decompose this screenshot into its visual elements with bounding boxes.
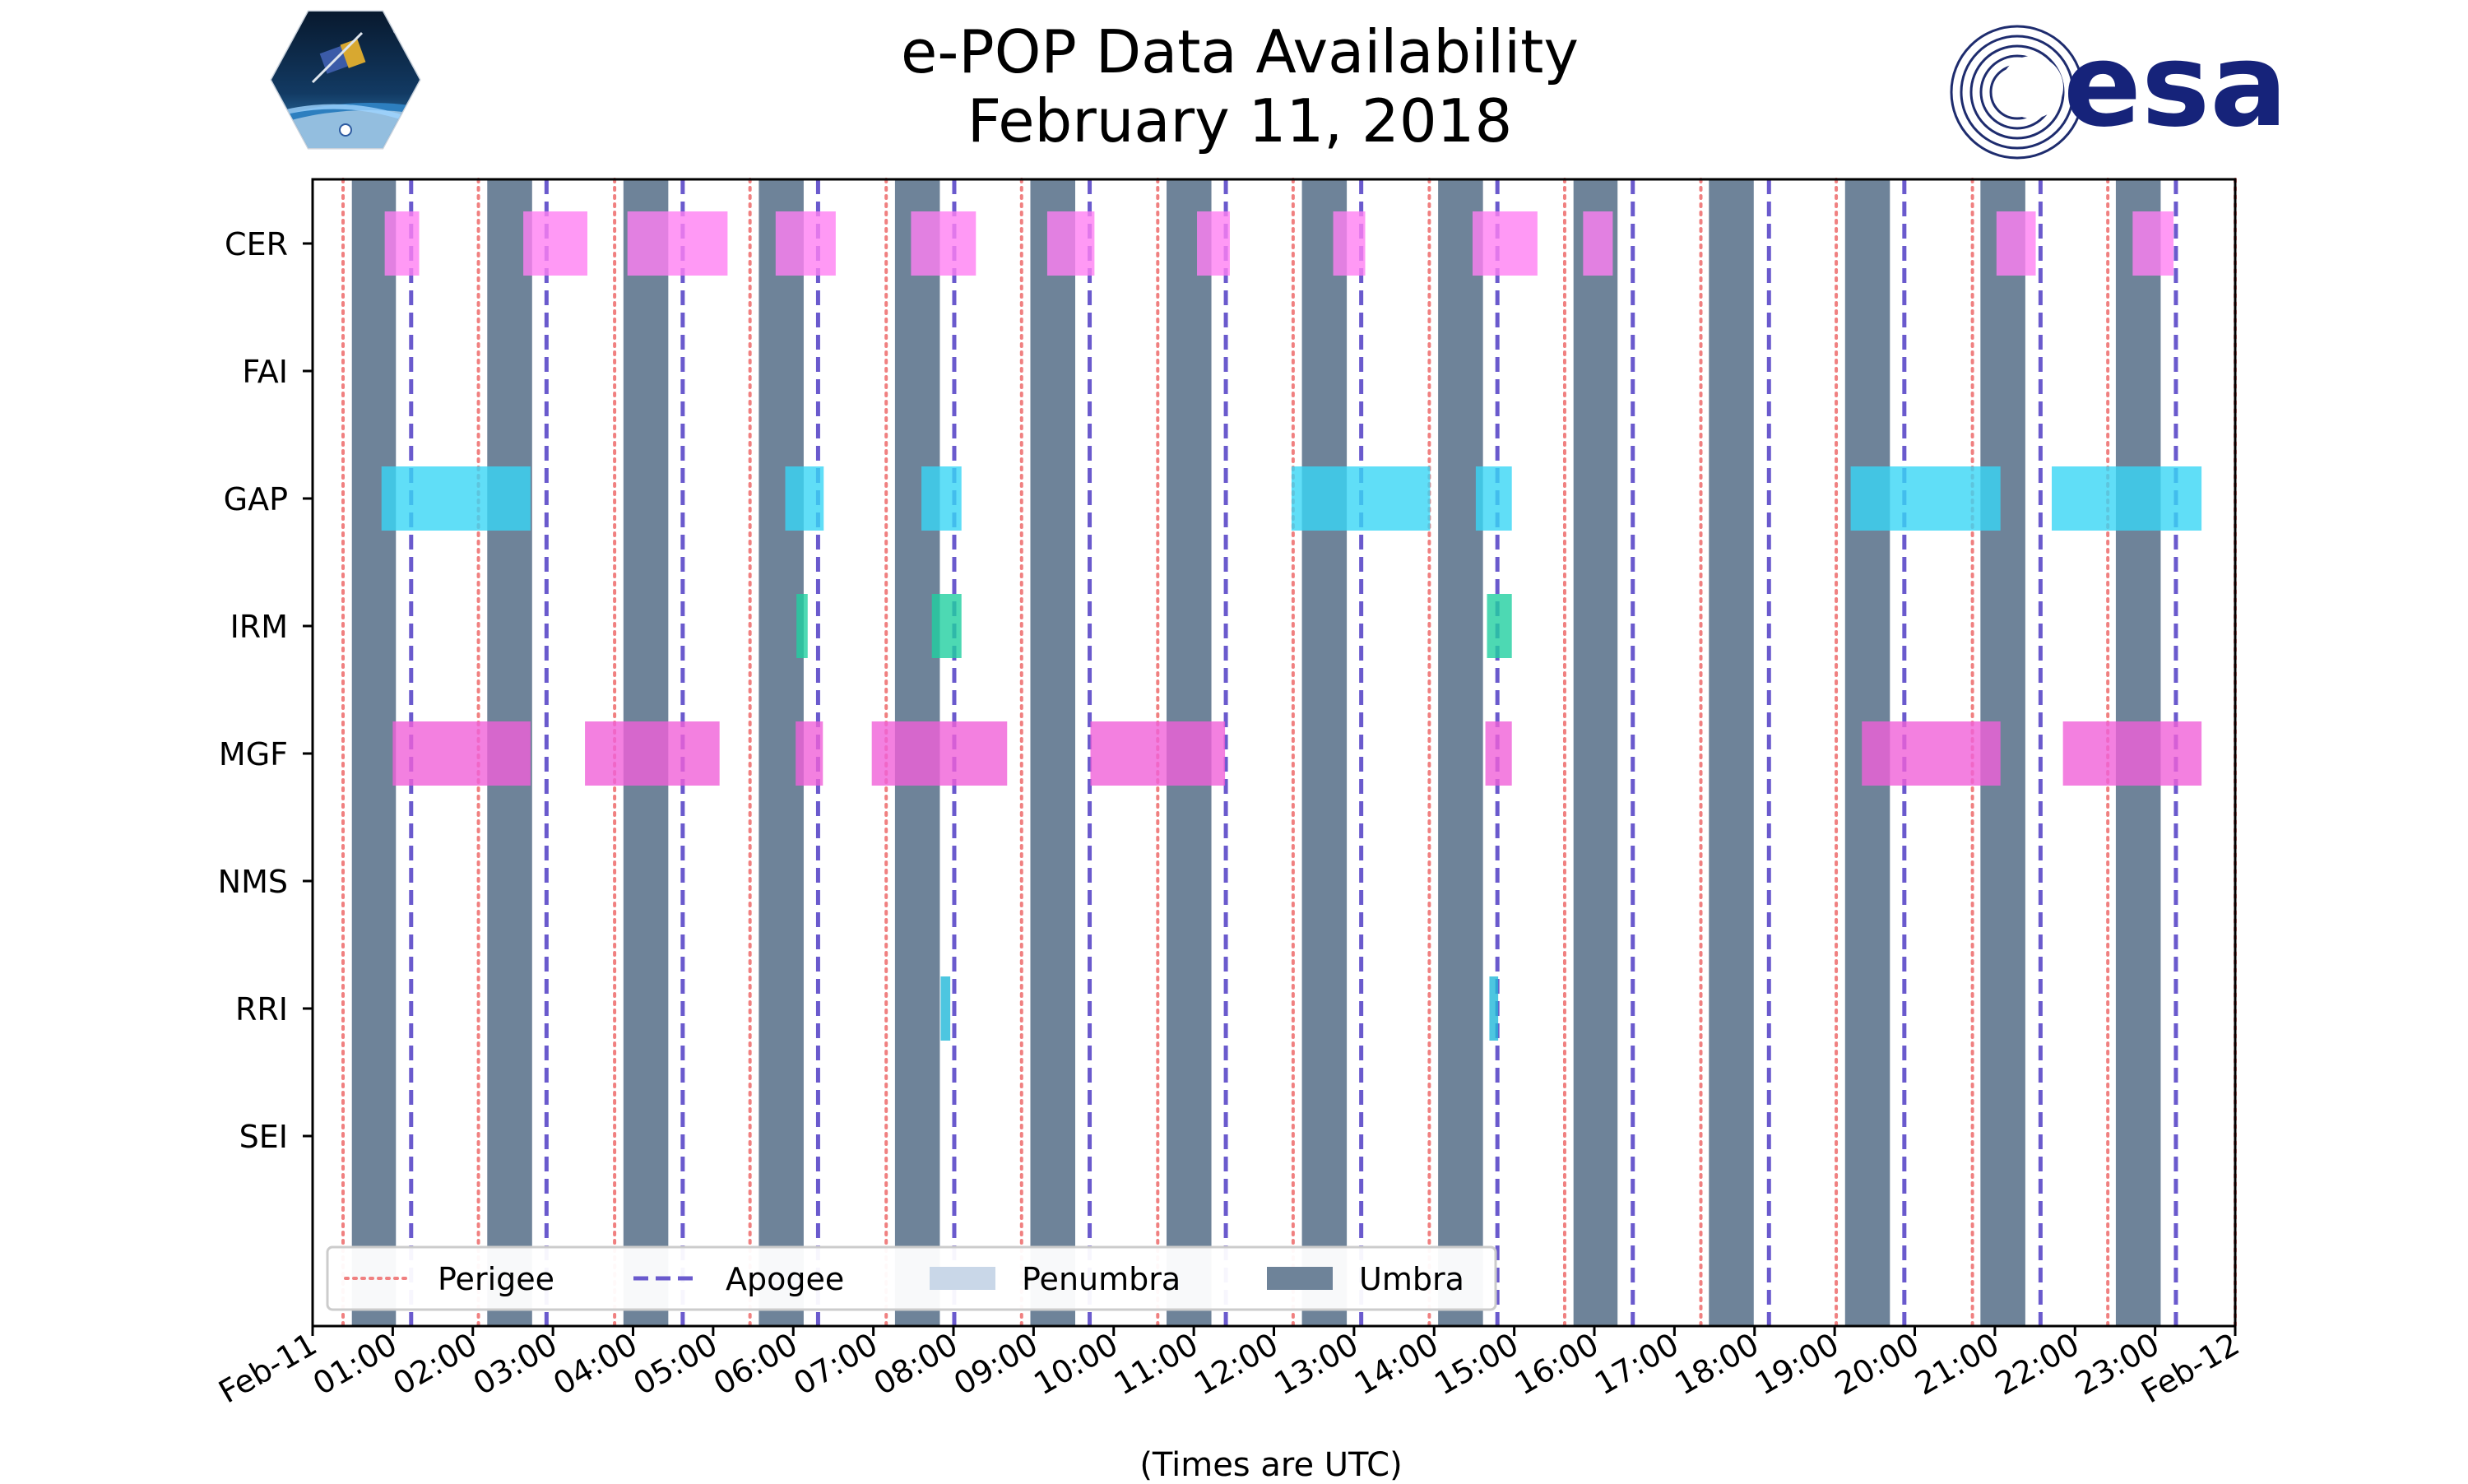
availability-bar-gap	[1291, 466, 1431, 531]
availability-bar-gap	[1850, 466, 2001, 531]
umbra-band	[1438, 179, 1483, 1326]
availability-bar-cer	[775, 211, 836, 276]
legend-label-perigee: Perigee	[438, 1261, 554, 1297]
x-tick-label: 10:00	[1028, 1326, 1124, 1403]
availability-bar-cer	[384, 211, 420, 276]
apogee-layer	[409, 179, 2178, 1326]
x-tick-label: 06:00	[707, 1326, 804, 1403]
legend-penumbra-swatch	[930, 1267, 995, 1290]
umbra-band	[351, 179, 397, 1326]
availability-bar-cer	[1583, 211, 1613, 276]
x-tick-label: 03:00	[467, 1326, 564, 1403]
esa-logo: esa	[1950, 19, 2288, 160]
availability-bar-mgf	[1862, 721, 2001, 786]
availability-bar-cer	[627, 211, 728, 276]
esa-wordmark: esa	[2063, 19, 2288, 153]
x-tick-label: 22:00	[1989, 1326, 2085, 1403]
availability-bar-irm	[931, 594, 962, 658]
x-tick-label: 14:00	[1348, 1326, 1445, 1403]
x-tick-label: 09:00	[948, 1326, 1044, 1403]
legend: Perigee Apogee Penumbra Umbra	[326, 1245, 1497, 1311]
x-tick-label: 16:00	[1509, 1326, 1605, 1403]
legend-label-penumbra: Penumbra	[1022, 1261, 1181, 1297]
umbra-band	[1573, 179, 1618, 1326]
availability-bar-cer	[1046, 211, 1095, 276]
x-tick-label: 21:00	[1909, 1326, 2006, 1403]
umbra-band	[1030, 179, 1076, 1326]
chart-title: e-POP Data Availability	[901, 17, 1579, 86]
availability-bar-irm	[1487, 594, 1512, 658]
availability-bar-gap	[381, 466, 531, 531]
x-tick-label: 11:00	[1108, 1326, 1204, 1403]
availability-bar-rri	[1489, 976, 1499, 1041]
availability-bar-irm	[796, 594, 808, 658]
y-tick-label: IRM	[230, 609, 288, 645]
availability-bar-cer	[1472, 211, 1538, 276]
availability-bar-cer	[1996, 211, 2036, 276]
legend-label-apogee: Apogee	[726, 1261, 844, 1297]
legend-label-umbra: Umbra	[1359, 1261, 1464, 1297]
x-tick-label: 18:00	[1668, 1326, 1765, 1403]
availability-bar-cer	[911, 211, 977, 276]
y-tick-label: SEI	[239, 1119, 288, 1155]
x-tick-label: 19:00	[1749, 1326, 1845, 1403]
availability-bar-mgf	[871, 721, 1008, 786]
x-tick-label: 02:00	[387, 1326, 483, 1403]
chart-subtitle: February 11, 2018	[967, 86, 1513, 155]
y-tick-label: RRI	[235, 991, 288, 1027]
legend-box	[326, 1245, 1497, 1311]
legend-umbra-swatch	[1267, 1267, 1333, 1290]
x-tick-label: 08:00	[868, 1326, 964, 1403]
y-tick-label: NMS	[218, 864, 288, 900]
availability-bar-mgf	[1485, 721, 1512, 786]
y-tick-label: CER	[225, 226, 288, 262]
availability-bar-mgf	[796, 721, 823, 786]
y-tick-label: GAP	[224, 481, 288, 517]
x-tick-label: 04:00	[547, 1326, 643, 1403]
x-axis-label: (Times are UTC)	[1139, 1446, 1402, 1481]
x-tick-label: 12:00	[1188, 1326, 1284, 1403]
perigee-layer	[341, 178, 2237, 1328]
x-tick-label: 07:00	[787, 1326, 884, 1403]
availability-bar-cer	[1197, 211, 1230, 276]
y-tick-label: FAI	[242, 354, 288, 390]
availability-bar-gap	[2052, 466, 2202, 531]
x-tick-label: Feb-11	[212, 1326, 322, 1411]
x-tick-label: 15:00	[1428, 1326, 1524, 1403]
availability-bar-cer	[523, 211, 587, 276]
x-tick-label: 17:00	[1589, 1326, 1685, 1403]
availability-bar-mgf	[2062, 721, 2202, 786]
esa-swirl-icon	[1950, 25, 2085, 160]
x-tick-label: 01:00	[307, 1326, 403, 1403]
umbra-band	[1301, 179, 1348, 1326]
availability-bar-cer	[2132, 211, 2174, 276]
availability-bars-layer	[381, 211, 2202, 1041]
availability-bar-mgf	[585, 721, 720, 786]
availability-bar-mgf	[392, 721, 531, 786]
y-tick-label: MGF	[219, 736, 288, 772]
availability-bar-mgf	[1090, 721, 1226, 786]
availability-bar-gap	[785, 466, 824, 531]
x-tick-label: 20:00	[1829, 1326, 1925, 1403]
availability-bar-gap	[1475, 466, 1512, 531]
x-tick-label: 13:00	[1269, 1326, 1365, 1403]
umbra-band	[1709, 179, 1754, 1326]
x-tick-label: 05:00	[628, 1326, 724, 1403]
availability-bar-cer	[1333, 211, 1366, 276]
availability-bar-rri	[940, 976, 951, 1041]
availability-bar-gap	[921, 466, 962, 531]
